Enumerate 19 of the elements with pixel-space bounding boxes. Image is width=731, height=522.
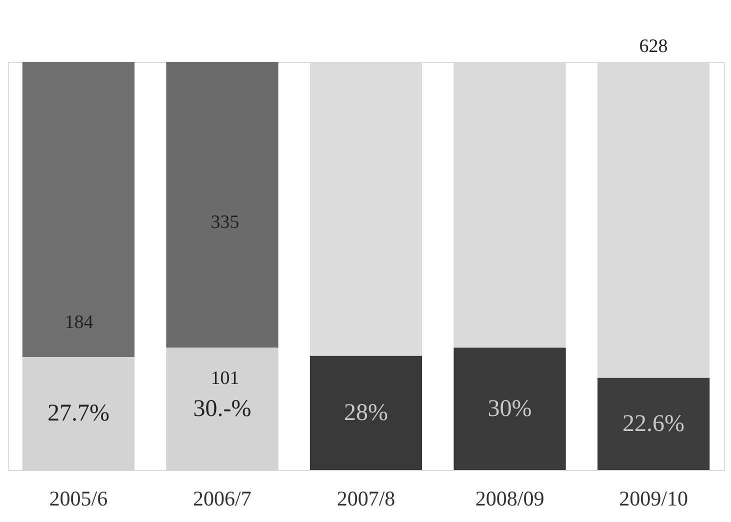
x-tick-label: 2009/10 — [619, 486, 688, 510]
data-label: 22.6% — [622, 410, 685, 437]
x-tick-label: 2006/7 — [193, 486, 252, 510]
annotation: 628 — [639, 36, 668, 57]
x-tick-label: 2007/8 — [336, 486, 396, 510]
x-tick-label: 2005/6 — [49, 486, 108, 510]
annotation: 335 — [210, 212, 240, 233]
data-label: 27.7% — [47, 400, 110, 426]
data-label: 28% — [344, 400, 388, 426]
annotation: 101 — [210, 368, 240, 389]
bar — [597, 378, 710, 470]
bar — [166, 62, 278, 348]
bar — [310, 356, 422, 470]
bar — [22, 62, 135, 357]
data-label: 30.-% — [193, 396, 252, 422]
data-label: 30% — [488, 396, 532, 422]
annotation: 184 — [64, 312, 94, 333]
bar — [454, 348, 566, 470]
x-tick-label: 2008/09 — [475, 486, 544, 510]
